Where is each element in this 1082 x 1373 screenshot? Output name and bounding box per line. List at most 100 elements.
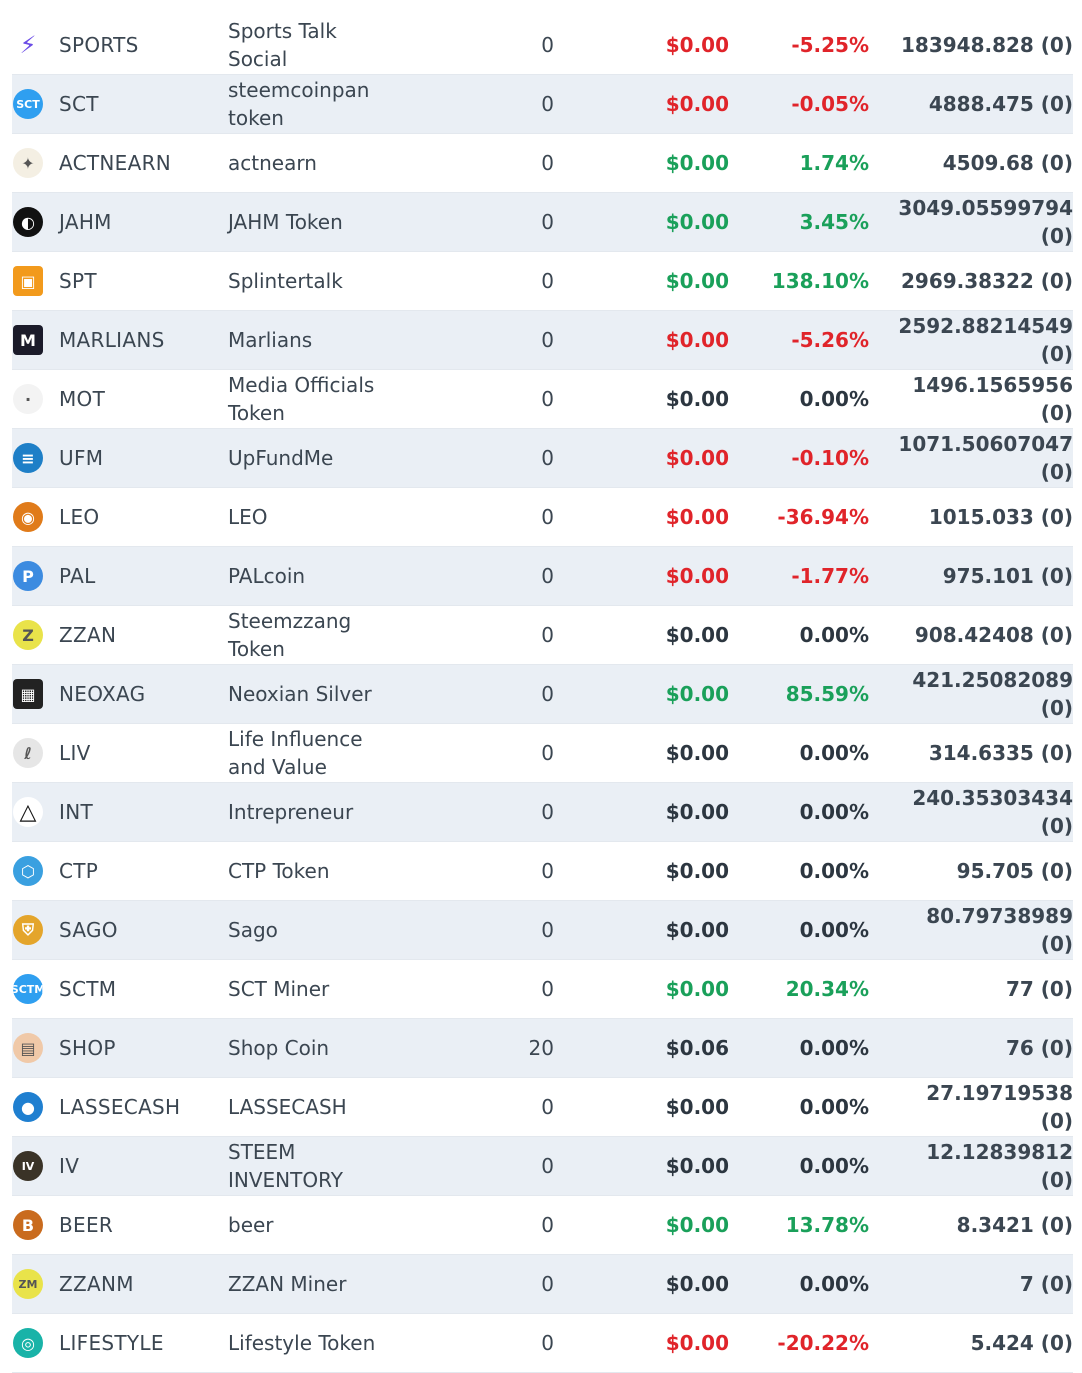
token-symbol[interactable]: MARLIANS (59, 328, 165, 352)
token-name: Steemzzang Token (228, 609, 352, 661)
token-symbol[interactable]: SCT (59, 92, 99, 116)
table-row[interactable]: ZM ZZANM ZZAN Miner 0 $0.00 0.00% 7 (0) (12, 1255, 1073, 1314)
token-name: actnearn (228, 151, 317, 175)
token-price: $0.00 (665, 1154, 729, 1178)
table-row[interactable]: SCTM SCTM SCT Miner 0 $0.00 20.34% 77 (0) (12, 960, 1073, 1019)
token-symbol[interactable]: SPT (59, 269, 97, 293)
token-volume: 240.35303434 (0) (912, 786, 1073, 838)
token-symbol[interactable]: SCTM (59, 977, 117, 1001)
token-change: 0.00% (799, 1272, 869, 1296)
token-symbol[interactable]: SHOP (59, 1036, 116, 1060)
table-row[interactable]: ≡ UFM UpFundMe 0 $0.00 -0.10% 1071.50607047 (0… (12, 429, 1073, 488)
token-icon-cell: P (12, 547, 44, 605)
token-change: 0.00% (799, 387, 869, 411)
table-row[interactable]: ◎ LIFESTYLE Lifestyle Token 0 $0.00 -20.22% 5.… (12, 1314, 1073, 1373)
token-volume: 975.101 (0) (942, 564, 1073, 588)
table-row[interactable]: ✦ ACTNEARN actnearn 0 $0.00 1.74% 4509.68 (0) (12, 134, 1073, 193)
table-row[interactable]: P PAL PALcoin 0 $0.00 -1.77% 975.101 (0) (12, 547, 1073, 606)
token-symbol[interactable]: JAHM (59, 210, 112, 234)
token-price: $0.00 (665, 623, 729, 647)
table-row[interactable]: ℓ LIV Life Influence and Value 0 $0.00 0.00% 3… (12, 724, 1073, 783)
table-row[interactable]: B BEER beer 0 $0.00 13.78% 8.3421 (0) (12, 1196, 1073, 1255)
token-name: Lifestyle Token (228, 1331, 376, 1355)
token-name: beer (228, 1213, 274, 1237)
splintertalk-icon: ▣ (13, 266, 43, 296)
table-row[interactable]: △ INT Intrepreneur 0 $0.00 0.00% 240.35303434 … (12, 783, 1073, 842)
token-balance: 0 (541, 92, 554, 116)
token-volume: 314.6335 (0) (928, 741, 1073, 765)
token-price: $0.00 (665, 564, 729, 588)
table-row[interactable]: ● LASSECASH LASSECASH 0 $0.00 0.00% 27.1971953… (12, 1078, 1073, 1137)
token-price: $0.00 (665, 977, 729, 1001)
token-symbol[interactable]: NEOXAG (59, 682, 146, 706)
token-symbol[interactable]: IV (59, 1154, 80, 1178)
actnearn-icon: ✦ (13, 148, 43, 178)
token-balance: 0 (541, 800, 554, 824)
token-symbol[interactable]: MOT (59, 387, 106, 411)
token-volume: 76 (0) (1006, 1036, 1073, 1060)
token-price: $0.06 (665, 1036, 729, 1060)
token-balance: 0 (541, 1272, 554, 1296)
token-icon-cell: B (12, 1196, 44, 1254)
token-symbol[interactable]: ACTNEARN (59, 151, 172, 175)
palcoin-icon: P (13, 561, 43, 591)
token-change: 0.00% (799, 859, 869, 883)
token-name: LEO (228, 505, 268, 529)
table-row[interactable]: ▤ SHOP Shop Coin 20 $0.06 0.00% 76 (0) (12, 1019, 1073, 1078)
token-balance: 0 (541, 977, 554, 1001)
sports-lightning-icon: ⚡ (19, 31, 37, 59)
token-name: UpFundMe (228, 446, 334, 470)
sctm-icon: SCTM (13, 974, 43, 1004)
table-row[interactable]: Z ZZAN Steemzzang Token 0 $0.00 0.00% 908.4240… (12, 606, 1073, 665)
token-name: Shop Coin (228, 1036, 330, 1060)
ctp-icon: ⬡ (13, 856, 43, 886)
token-change: 3.45% (799, 210, 869, 234)
token-name: SCT Miner (228, 977, 330, 1001)
table-row[interactable]: · MOT Media Officials Token 0 $0.00 0.00% 1496… (12, 370, 1073, 429)
token-symbol[interactable]: UFM (59, 446, 104, 470)
token-symbol[interactable]: SPORTS (59, 33, 139, 57)
table-row[interactable]: ▦ NEOXAG Neoxian Silver 0 $0.00 85.59% 421.250… (12, 665, 1073, 724)
token-symbol[interactable]: PAL (59, 564, 96, 588)
token-symbol[interactable]: SAGO (59, 918, 118, 942)
token-change: 0.00% (799, 741, 869, 765)
token-symbol[interactable]: CTP (59, 859, 99, 883)
token-name: steemcoinpan token (228, 78, 370, 130)
token-symbol[interactable]: LEO (59, 505, 100, 529)
token-icon-cell: ▦ (12, 665, 44, 723)
token-volume: 1015.033 (0) (928, 505, 1073, 529)
table-row[interactable]: ⛨ SAGO Sago 0 $0.00 0.00% 80.79738989 (0) (12, 901, 1073, 960)
token-name: Sago (228, 918, 278, 942)
table-row[interactable]: M MARLIANS Marlians 0 $0.00 -5.26% 2592.882145… (12, 311, 1073, 370)
token-price: $0.00 (665, 1272, 729, 1296)
table-row[interactable]: ⬡ CTP CTP Token 0 $0.00 0.00% 95.705 (0) (12, 842, 1073, 901)
table-row[interactable]: SCT SCT steemcoinpan token 0 $0.00 -0.05% 4888… (12, 75, 1073, 134)
token-name: ZZAN Miner (228, 1272, 347, 1296)
token-price: $0.00 (665, 210, 729, 234)
table-row[interactable]: IV IV STEEM INVENTORY 0 $0.00 0.00% 12.1283981… (12, 1137, 1073, 1196)
token-symbol[interactable]: LASSECASH (59, 1095, 181, 1119)
token-icon-cell: M (12, 311, 44, 369)
token-name: Sports Talk Social (228, 19, 337, 71)
table-row[interactable]: ◐ JAHM JAHM Token 0 $0.00 3.45% 3049.05599794 … (12, 193, 1073, 252)
table-row[interactable]: ▣ SPT Splintertalk 0 $0.00 138.10% 2969.38322 … (12, 252, 1073, 311)
sago-shield-icon: ⛨ (13, 915, 43, 945)
token-price: $0.00 (665, 151, 729, 175)
table-row[interactable]: ⚡ SPORTS Sports Talk Social 0 $0.00 -5.25% 183… (12, 16, 1073, 75)
zzanm-icon: ZM (13, 1269, 43, 1299)
token-symbol[interactable]: BEER (59, 1213, 114, 1237)
token-symbol[interactable]: LIFESTYLE (59, 1331, 164, 1355)
token-change: -20.22% (777, 1331, 869, 1355)
beer-icon: B (13, 1210, 43, 1240)
token-symbol[interactable]: ZZANM (59, 1272, 134, 1296)
token-symbol[interactable]: ZZAN (59, 623, 117, 647)
token-change: -5.25% (791, 33, 869, 57)
token-price: $0.00 (665, 682, 729, 706)
token-price: $0.00 (665, 741, 729, 765)
token-icon-cell: SCTM (12, 960, 44, 1018)
table-row[interactable]: ◉ LEO LEO 0 $0.00 -36.94% 1015.033 (0) (12, 488, 1073, 547)
token-symbol[interactable]: INT (59, 800, 93, 824)
token-symbol[interactable]: LIV (59, 741, 91, 765)
lassecash-icon: ● (13, 1092, 43, 1122)
token-change: -1.77% (791, 564, 869, 588)
